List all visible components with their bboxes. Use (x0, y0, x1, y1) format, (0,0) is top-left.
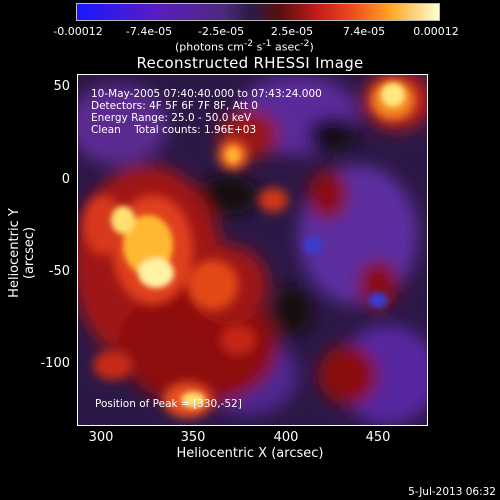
y-tick: -100 (40, 356, 70, 371)
colorbar-tick: 2.5e-05 (270, 25, 314, 38)
y-tick: 50 (53, 79, 70, 94)
colorbar (76, 3, 440, 21)
energy-range-label: Energy Range: 25.0 - 50.0 keV (91, 112, 252, 124)
colorbar-tick: -0.00012 (53, 25, 103, 38)
detectors-label: Detectors: 4F 5F 6F 7F 8F, Att 0 (91, 100, 258, 112)
footer-date: 5-Jul-2013 06:32 (408, 486, 496, 498)
colorbar-tick: 7.4e-05 (342, 25, 386, 38)
peak-position-label: Position of Peak = [330,-52] (95, 398, 242, 410)
y-tick: 0 (61, 172, 70, 187)
colorbar-tick: 0.00012 (413, 25, 459, 38)
rhessi-image-map (78, 75, 427, 425)
x-tick: 450 (365, 430, 391, 445)
image-title: Reconstructed RHESSI Image (136, 54, 364, 72)
x-tick: 400 (273, 430, 299, 445)
x-tick: 300 (88, 430, 114, 445)
clean-counts-label: Clean Total counts: 1.96E+03 (91, 124, 257, 136)
x-tick: 350 (180, 430, 206, 445)
colorbar-tick: -2.5e-05 (197, 25, 245, 38)
rhessi-image: 10-May-2005 07:40:40.000 to 07:43:24.000… (77, 74, 428, 426)
observation-time: 10-May-2005 07:40:40.000 to 07:43:24.000 (91, 88, 322, 100)
colorbar-units: (photons cm-2 s-1 asec-2) (175, 38, 314, 54)
y-axis-label: Heliocentric Y (arcsec) (7, 208, 37, 298)
colorbar-tick: -7.4e-05 (125, 25, 173, 38)
y-tick: -50 (48, 264, 70, 279)
x-axis-label: Heliocentric X (arcsec) (176, 446, 324, 461)
